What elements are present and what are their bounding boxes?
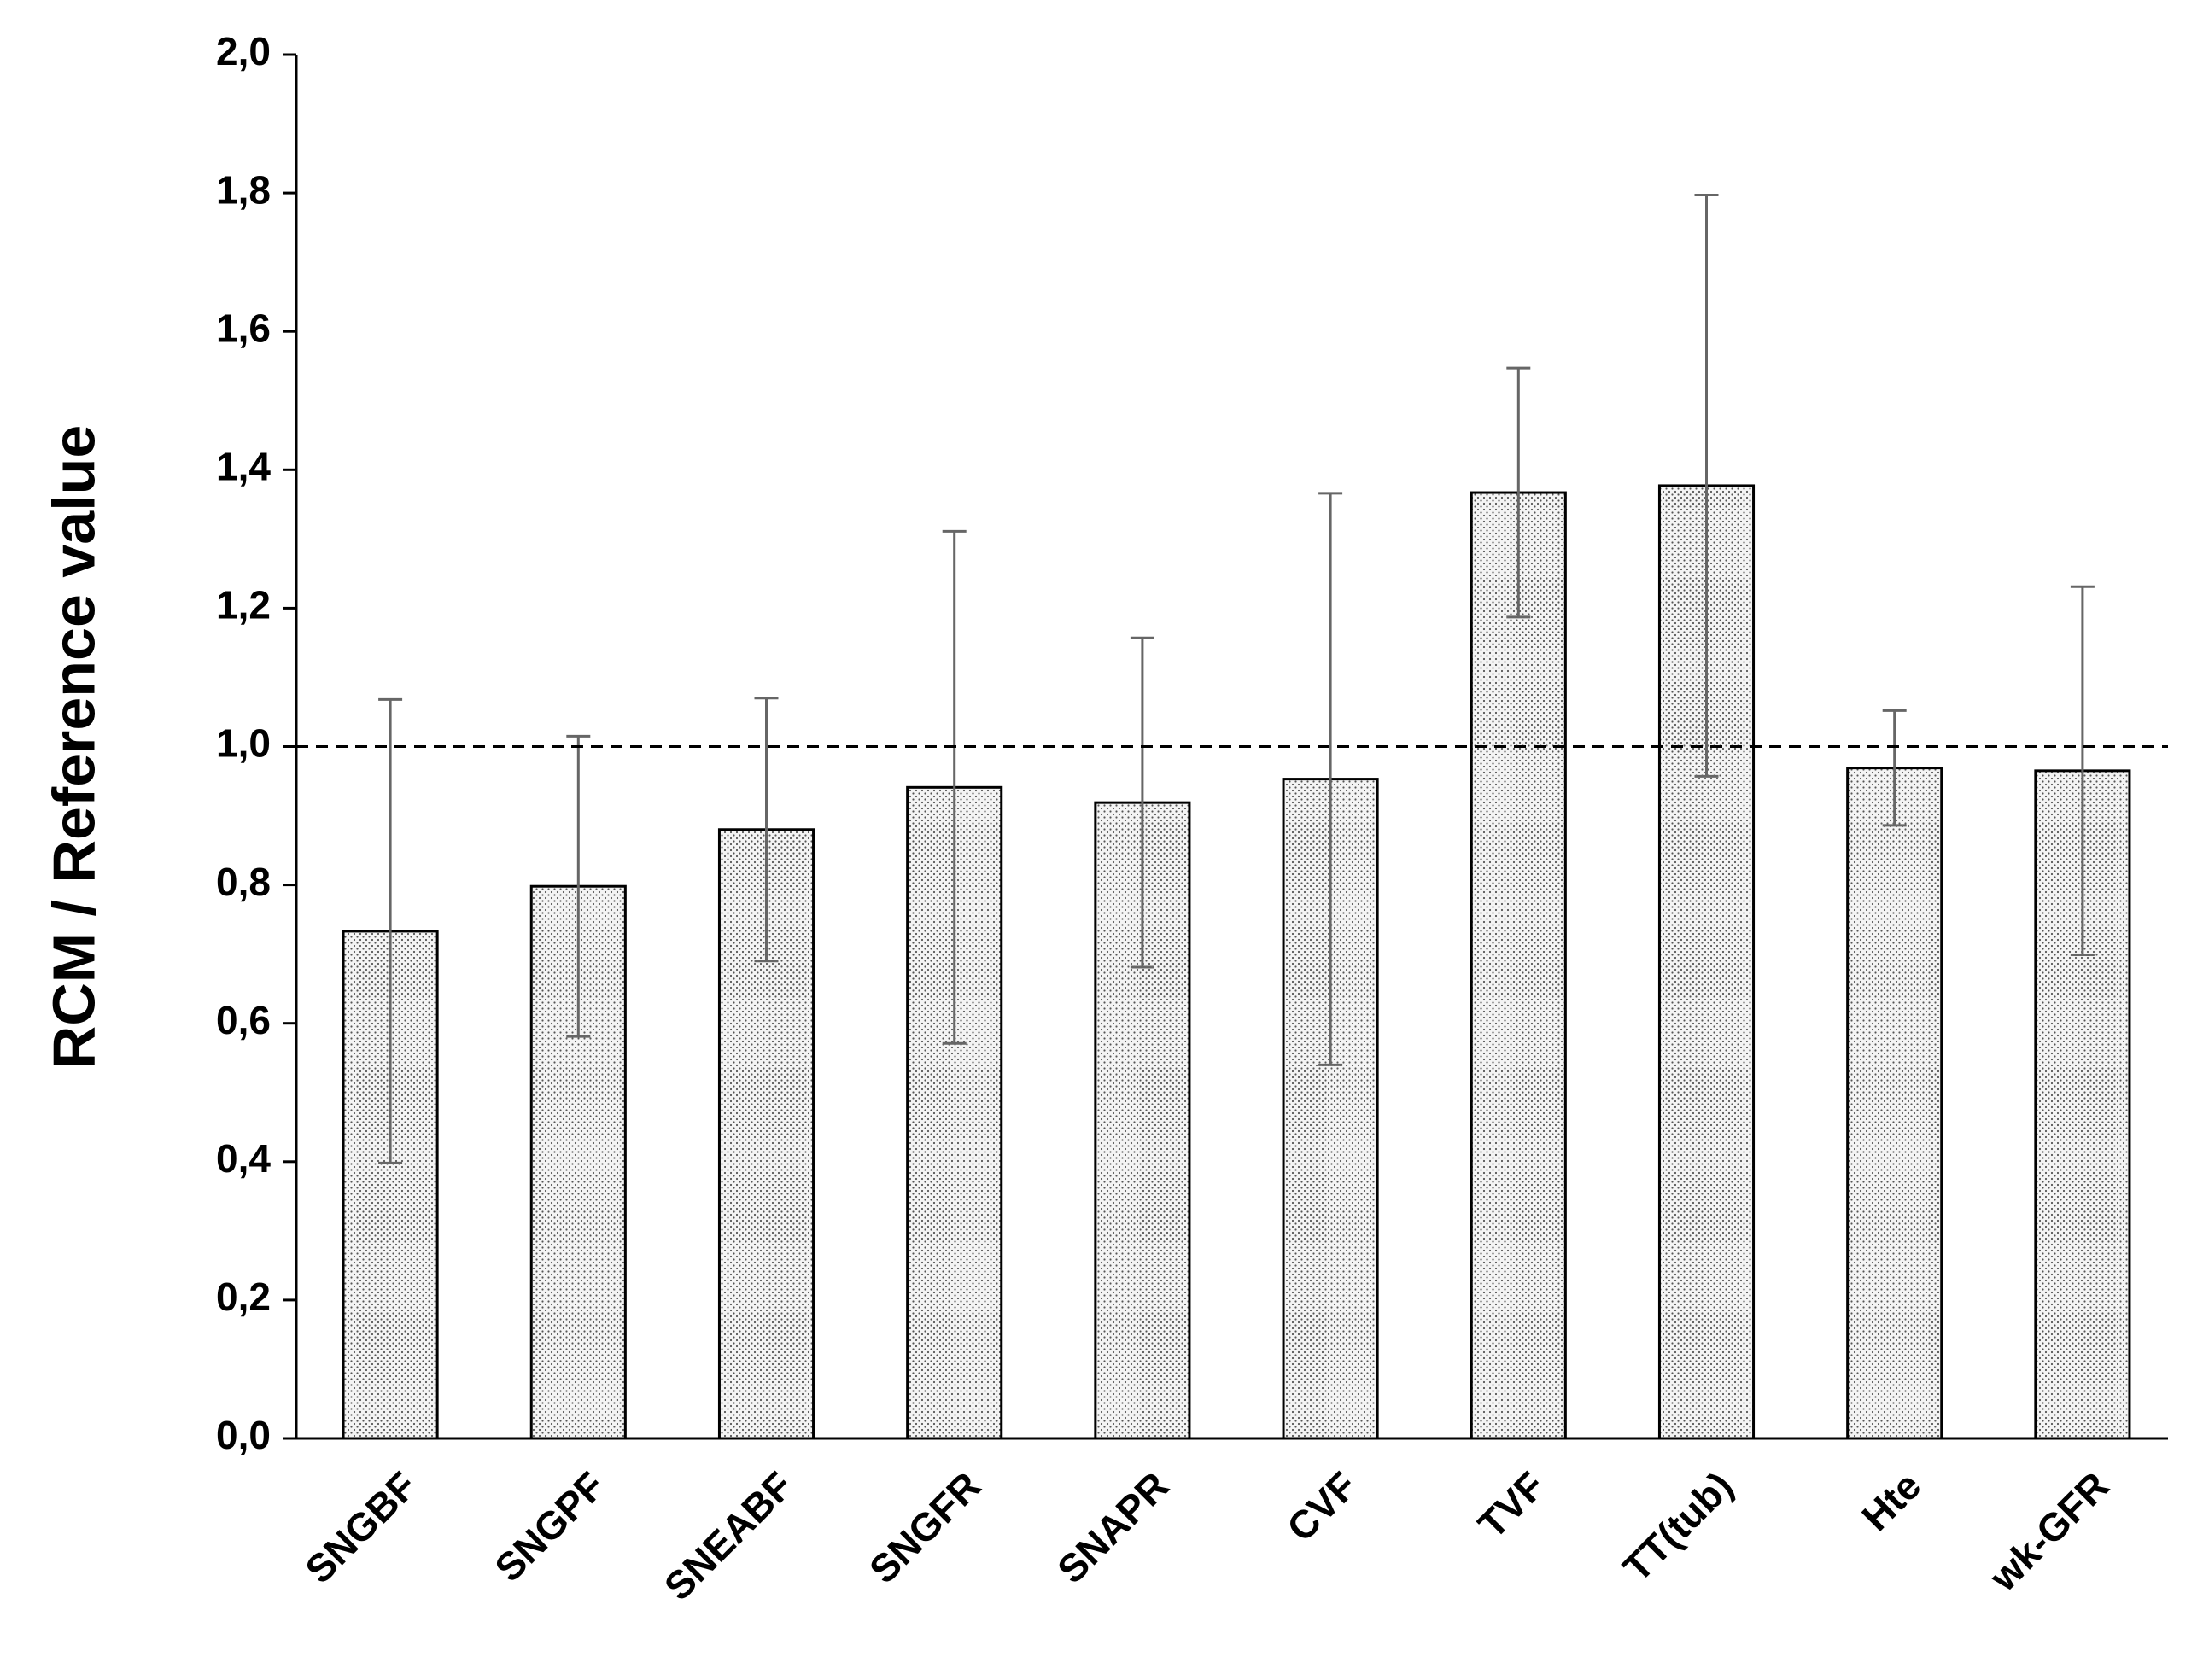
y-tick-label: 0,4 <box>216 1136 271 1181</box>
y-tick-label: 0,8 <box>216 860 271 904</box>
y-axis-title: RCM / Reference value <box>40 425 107 1070</box>
x-tick-label: TVF <box>1470 1463 1553 1547</box>
x-tick-label: Hte <box>1853 1463 1929 1539</box>
y-tick-label: 1,2 <box>216 583 271 627</box>
y-tick-label: 1,8 <box>216 167 271 212</box>
bar <box>1846 767 1943 1440</box>
y-tick-label: 1,4 <box>216 444 271 488</box>
bar <box>906 785 1003 1440</box>
y-tick-label: 0,2 <box>216 1275 271 1319</box>
x-tick-label: CVF <box>1278 1463 1365 1550</box>
y-tick-label: 1,6 <box>216 306 271 350</box>
x-tick-label: TT(tub) <box>1614 1463 1741 1590</box>
x-tick-label: SNGFR <box>861 1463 990 1592</box>
y-tick-label: 1,0 <box>216 721 271 766</box>
x-tick-label: wk-GFR <box>1980 1463 2117 1600</box>
y-tick-label: 0,0 <box>216 1413 271 1457</box>
y-tick-label: 2,0 <box>216 29 271 73</box>
x-tick-label: SNGBF <box>296 1463 425 1592</box>
x-tick-label: SNAPR <box>1049 1463 1178 1592</box>
x-tick-label: SNGPF <box>486 1463 613 1590</box>
bar <box>1470 491 1567 1440</box>
y-tick-label: 0,6 <box>216 998 271 1042</box>
x-tick-label: SNEABF <box>656 1463 802 1609</box>
